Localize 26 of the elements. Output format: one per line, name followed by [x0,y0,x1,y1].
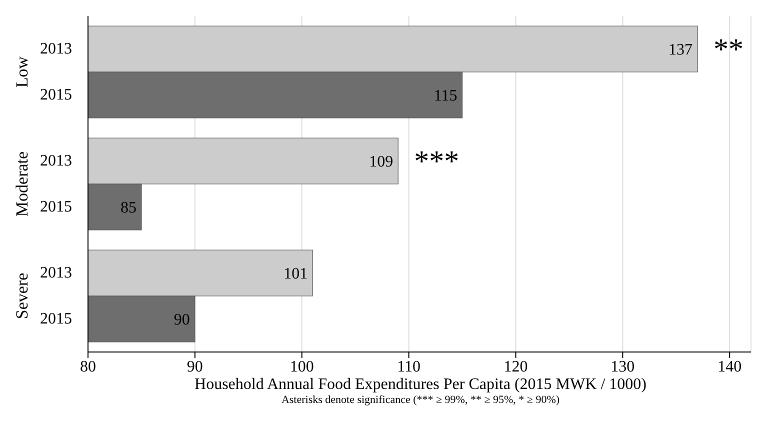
data-label: 101 [284,266,308,283]
text: 2015 [40,310,72,328]
x-tick-label: 140 [718,358,742,376]
text: Asterisks denote significance (*** ≥ 99%, ** ≥ 95%, * ≥ 90%) [280,394,561,406]
data-label: 115 [434,88,458,105]
y-tick-label: Moderate [12,151,32,217]
x-tick-label: 130 [610,358,635,376]
data-label: 137 [668,42,693,59]
annotation: ** [714,33,744,66]
annotation: *** [414,145,460,178]
y-tick-label: Severe [12,272,32,320]
series-label: 2013 [40,40,72,58]
y-tick-label: Low [12,56,32,88]
data-label: 109 [369,154,394,171]
x-tick-label: 120 [504,358,528,376]
x-tick-label: 110 [397,358,421,376]
data-label: 85 [120,200,136,217]
text: 2015 [40,198,72,216]
data-label: 90 [174,312,190,329]
text: 2013 [40,152,72,170]
x-tick-label: 80 [80,358,96,376]
x-axis-title: Household Annual Food Expenditures Per Capita (2015 MWK / 1000) [194,376,648,394]
series-label: 2015 [40,86,72,104]
text: 2013 [40,264,72,282]
x-tick-label: 100 [290,358,314,376]
x-tick-label: 90 [186,358,203,376]
